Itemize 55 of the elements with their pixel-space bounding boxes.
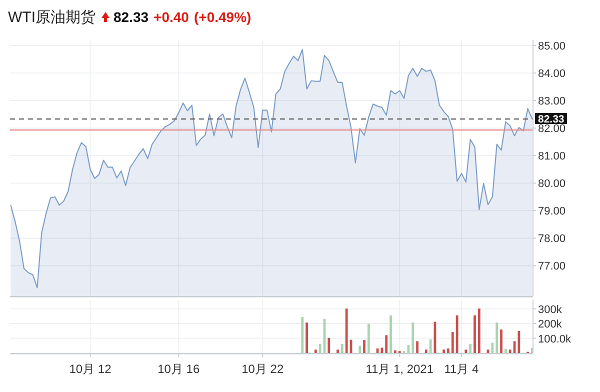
bar: [474, 315, 476, 353]
bar: [367, 324, 370, 353]
x-tick-label: 10月 22: [242, 362, 284, 376]
bar: [412, 322, 414, 353]
text: (+0.49%): [194, 9, 252, 25]
y-tick-label: 84.00: [538, 68, 566, 80]
bar: [469, 344, 472, 353]
x-tick-label: 10月 16: [158, 362, 200, 376]
bar: [380, 348, 384, 353]
bar: [301, 316, 304, 353]
bar: [390, 315, 392, 353]
bar: [508, 350, 512, 353]
y-tick-label: 83.00: [538, 96, 566, 108]
bar: [385, 335, 388, 353]
bar: [456, 315, 458, 353]
bar: [478, 308, 480, 353]
text: +0.40: [154, 9, 190, 25]
y-tick-label: 77.00: [538, 260, 566, 273]
x-tick-label: 10月 12: [69, 362, 112, 376]
x-tick-label: 11月 1, 2021: [366, 362, 434, 376]
y-tick-label: 300k: [538, 304, 562, 316]
y-tick-label: 100.0k: [538, 333, 572, 346]
bar: [306, 322, 308, 353]
bar: [504, 348, 507, 353]
y-tick-label: 80.00: [538, 178, 566, 190]
bar: [363, 340, 366, 353]
bar: [358, 346, 362, 353]
bar: [328, 338, 330, 353]
bar: [518, 330, 520, 353]
y-tick-label: 78.00: [538, 233, 566, 246]
chart-title: WTI原油期货: [8, 9, 96, 26]
bar: [429, 339, 432, 353]
bar: [345, 308, 348, 353]
y-tick-label: 79.00: [538, 206, 566, 218]
bar: [447, 348, 450, 353]
x-tick-label: 11月 4: [444, 362, 480, 376]
bar: [416, 341, 418, 353]
bar: [318, 344, 322, 353]
bar: [491, 342, 494, 353]
bar: [500, 329, 502, 353]
bar: [424, 350, 428, 353]
bar: [442, 350, 446, 353]
y-tick-label: 82.00: [538, 123, 566, 136]
bar: [394, 350, 396, 353]
bar: [451, 332, 454, 353]
y-tick-label: 200k: [538, 318, 562, 331]
bar: [464, 350, 468, 353]
ref-line-label: 82.33: [538, 114, 564, 126]
y-tick-label: 81.00: [538, 150, 566, 163]
bar: [496, 322, 498, 353]
text: 82.33: [114, 9, 149, 25]
y-tick-label: 85.00: [538, 40, 566, 53]
bar: [314, 350, 317, 353]
bar: [340, 344, 344, 353]
bar: [336, 350, 339, 353]
